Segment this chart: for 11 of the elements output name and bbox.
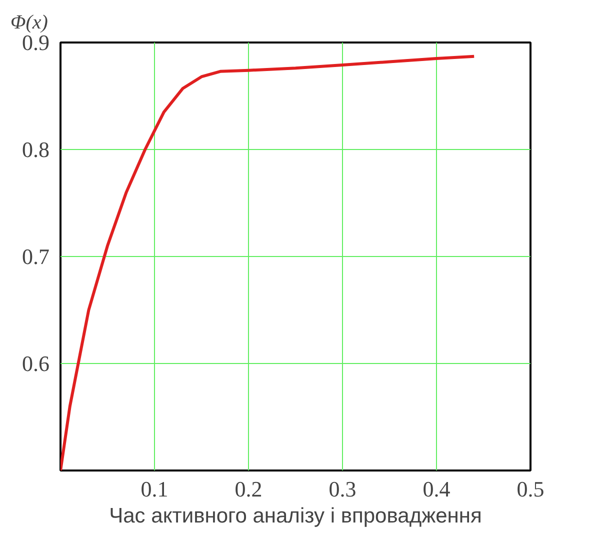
y-tick-label: 0.8 [22,137,50,162]
x-tick-label: 0.3 [328,476,356,502]
x-tick-label: 0.5 [516,476,544,502]
y-tick-label: 0.6 [22,351,50,376]
y-tick-label: 0.7 [22,244,50,269]
x-tick-label: 0.4 [422,476,450,502]
line-series [60,54,476,470]
x-tick-label: 0.2 [234,476,262,502]
x-axis-title: Час активного аналізу і впровадження [109,504,482,528]
x-tick-label: 0.1 [140,476,168,502]
y-axis-title: Φ(x) [10,12,48,34]
